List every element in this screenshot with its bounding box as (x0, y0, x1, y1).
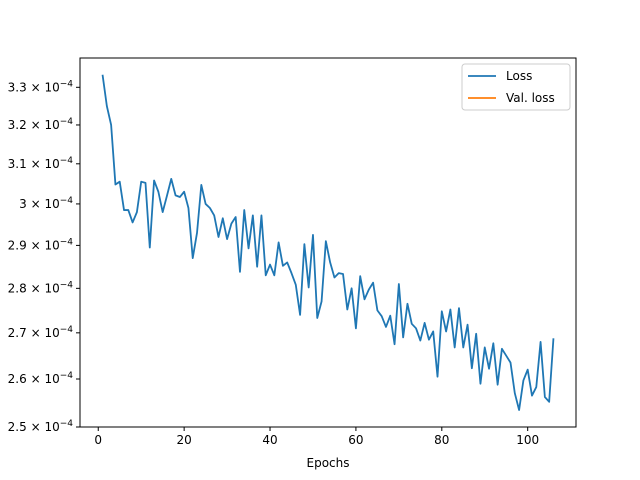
y-tick-label: 2.8 × 10−4 (8, 280, 74, 295)
y-tick-label: 3.2 × 10−4 (8, 117, 74, 132)
y-tick-label: 2.7 × 10−4 (8, 325, 74, 340)
x-tick-label: 0 (94, 433, 102, 447)
series-layer (101, 74, 555, 411)
plot-frame (79, 57, 577, 428)
y-tick-label: 2.6 × 10−4 (8, 371, 74, 386)
legend-label-loss: Loss (506, 69, 532, 83)
y-tick-label: 2.5 × 10−4 (8, 419, 74, 434)
series-line-loss (101, 74, 555, 411)
x-axis-label: Epochs (307, 456, 350, 470)
x-tick-label: 20 (176, 433, 191, 447)
y-tick-label: 3.1 × 10−4 (8, 156, 74, 171)
legend: Loss Val. loss (461, 63, 571, 111)
x-tick-label: 80 (434, 433, 449, 447)
legend-label-val-loss: Val. loss (506, 91, 555, 105)
y-axis: 2.5 × 10−4 2.6 × 10−4 2.7 × 10−4 2.8 × 10−4… (8, 79, 80, 434)
y-tick-label: 2.9 × 10−4 (8, 237, 74, 252)
x-axis: 0 20 40 60 80 100 (94, 427, 539, 447)
y-tick-label: 3 × 10−4 (19, 196, 73, 211)
x-tick-label: 100 (516, 433, 539, 447)
y-tick-label: 3.3 × 10−4 (8, 79, 74, 94)
x-tick-label: 40 (262, 433, 277, 447)
x-tick-label: 60 (348, 433, 363, 447)
